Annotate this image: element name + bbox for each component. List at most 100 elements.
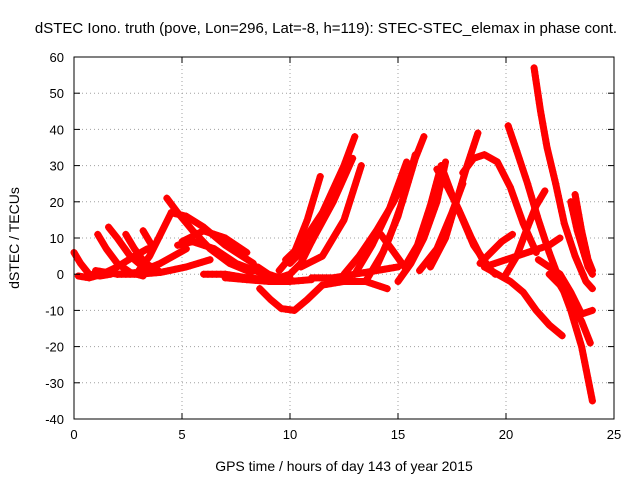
data-point <box>443 176 451 184</box>
data-point <box>480 263 488 271</box>
data-point <box>527 192 535 200</box>
data-point <box>345 162 353 170</box>
data-point <box>501 172 509 180</box>
data-point <box>514 205 522 213</box>
data-point <box>577 267 585 275</box>
data-point <box>495 258 503 266</box>
data-point <box>232 259 240 267</box>
data-point <box>550 172 558 180</box>
data-point <box>553 188 561 196</box>
data-point <box>349 136 357 144</box>
data-point <box>432 182 440 190</box>
data-point <box>578 317 586 325</box>
data-point <box>513 252 521 260</box>
data-point <box>100 268 108 276</box>
y-tick-label: 10 <box>50 231 64 246</box>
data-point <box>519 165 527 173</box>
data-point <box>149 262 157 270</box>
data-point <box>239 262 247 270</box>
data-point <box>414 147 422 155</box>
data-point <box>309 196 317 204</box>
data-point <box>497 165 505 173</box>
data-point <box>243 248 251 256</box>
data-point <box>574 331 582 339</box>
data-point <box>196 240 204 248</box>
data-point <box>509 136 517 144</box>
data-point <box>579 321 587 329</box>
data-point <box>303 216 311 224</box>
data-point <box>588 306 596 314</box>
data-point <box>174 241 182 249</box>
data-point <box>416 233 424 241</box>
data-point <box>249 259 257 267</box>
data-point <box>122 230 130 238</box>
data-point <box>143 234 151 242</box>
data-point <box>308 238 316 246</box>
data-point <box>400 263 408 271</box>
data-point <box>376 256 384 264</box>
data-point <box>552 236 560 244</box>
data-point <box>164 216 172 224</box>
data-point <box>395 180 403 188</box>
data-point <box>585 281 593 289</box>
plot-area <box>70 64 596 405</box>
data-point <box>437 162 445 170</box>
data-point <box>541 131 549 139</box>
data-point <box>329 198 337 206</box>
data-point <box>254 263 262 271</box>
data-point <box>312 230 320 238</box>
data-point <box>160 268 168 276</box>
data-point <box>540 127 548 135</box>
data-point <box>377 223 385 231</box>
data-point <box>583 332 591 340</box>
data-point <box>420 133 428 141</box>
data-point <box>171 210 179 218</box>
data-point <box>89 273 97 281</box>
data-point <box>584 374 592 382</box>
data-point <box>175 265 183 273</box>
data-point <box>427 197 435 205</box>
data-point <box>74 256 82 264</box>
data-point <box>242 255 250 263</box>
data-point <box>578 310 586 318</box>
data-point <box>353 267 361 275</box>
data-point <box>139 227 147 235</box>
data-point <box>398 198 406 206</box>
data-point <box>504 267 512 275</box>
y-tick-label: -10 <box>45 303 64 318</box>
data-point <box>586 259 594 267</box>
data-point <box>94 230 102 238</box>
data-point <box>376 282 384 290</box>
data-point <box>451 201 459 209</box>
data-point <box>225 244 233 252</box>
data-point <box>465 230 473 238</box>
data-point <box>573 203 581 211</box>
data-point <box>167 209 175 217</box>
data-point <box>520 234 528 242</box>
data-point <box>110 230 118 238</box>
data-point <box>473 153 481 161</box>
data-point <box>560 220 568 228</box>
data-point <box>105 223 113 231</box>
data-point <box>588 285 596 293</box>
data-point <box>510 140 518 148</box>
data-point <box>536 220 544 228</box>
data-point <box>559 212 567 220</box>
x-axis-label: GPS time / hours of day 143 of year 2015 <box>215 458 473 474</box>
data-point <box>332 191 340 199</box>
series-7 <box>139 227 156 249</box>
data-point <box>372 263 380 271</box>
data-point <box>571 191 579 199</box>
data-point <box>537 223 545 231</box>
data-point <box>569 314 577 322</box>
data-point <box>128 241 136 249</box>
data-point <box>156 230 164 238</box>
data-point <box>508 133 516 141</box>
data-point <box>579 231 587 239</box>
data-point <box>524 248 532 256</box>
data-point <box>313 227 321 235</box>
data-point <box>403 158 411 166</box>
data-point <box>534 216 542 224</box>
data-point <box>534 245 542 253</box>
data-point <box>379 248 387 256</box>
